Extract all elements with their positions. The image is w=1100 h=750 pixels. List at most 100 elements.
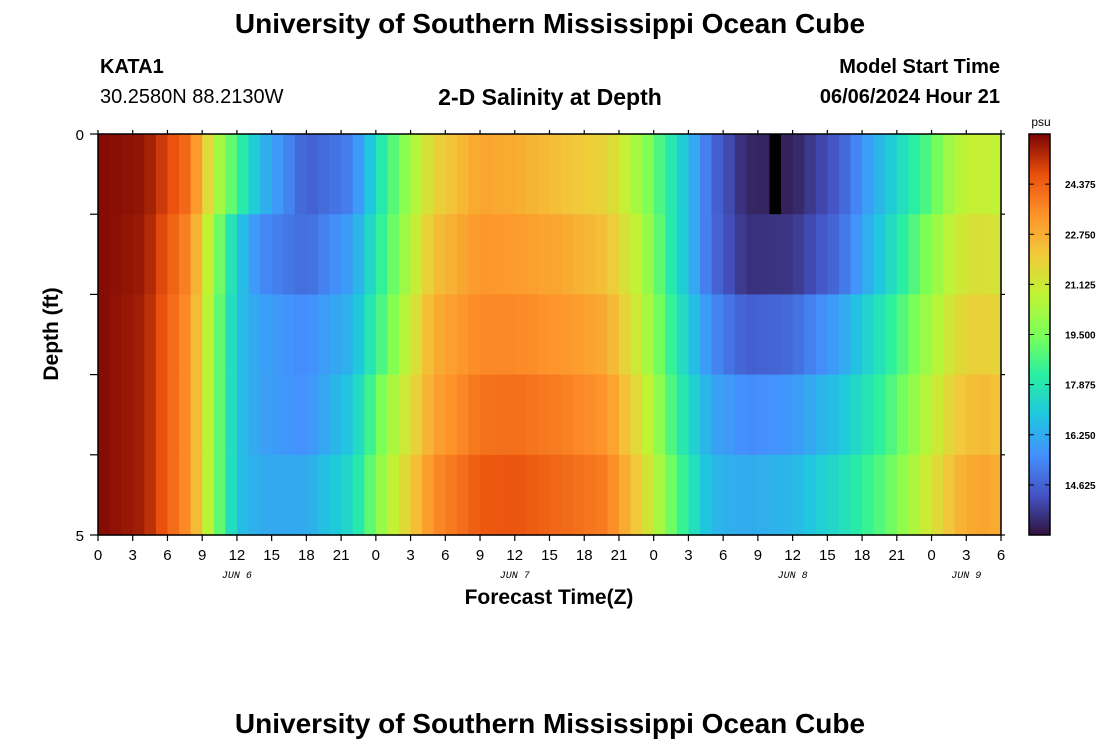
heatmap-cell — [931, 454, 944, 536]
heatmap-cell — [422, 294, 435, 376]
heatmap-cell — [271, 294, 284, 376]
heatmap-cell — [827, 374, 840, 456]
heatmap-cell — [341, 294, 354, 376]
heatmap-cell — [954, 214, 967, 295]
x-tick-label: 3 — [129, 547, 137, 564]
heatmap-cell — [746, 134, 759, 215]
heatmap-cell — [121, 134, 134, 215]
heatmap-cell — [688, 294, 701, 376]
heatmap-cell — [491, 214, 504, 295]
x-tick-label: 12 — [506, 547, 523, 564]
heatmap-cell — [815, 294, 828, 376]
heatmap-cell — [167, 294, 180, 376]
heatmap-cell — [769, 374, 782, 456]
heatmap-cell — [919, 454, 933, 536]
heatmap-cell — [491, 454, 504, 536]
heatmap-cell — [341, 374, 354, 456]
heatmap-cell — [236, 374, 250, 456]
heatmap-cell — [665, 294, 678, 376]
heatmap-cell — [572, 294, 585, 376]
heatmap-cell — [862, 294, 875, 376]
heatmap-cell — [202, 214, 215, 295]
heatmap-cell — [468, 214, 481, 295]
colorbar-tick-label: 17.875 — [1065, 381, 1096, 392]
heatmap-cell — [167, 374, 180, 456]
heatmap-cell — [804, 134, 817, 215]
heatmap-cell — [838, 294, 852, 376]
heatmap-cell — [213, 294, 226, 376]
heatmap-cell — [931, 374, 944, 456]
heatmap-cell — [445, 374, 458, 456]
heatmap-cell — [514, 134, 527, 215]
x-tick-label: 6 — [997, 547, 1005, 564]
heatmap-cell — [410, 454, 423, 536]
heatmap-cell — [503, 214, 516, 295]
heatmap-cell — [248, 374, 261, 456]
day-label: JUN 6 — [222, 571, 252, 582]
heatmap-cell — [723, 134, 736, 215]
y-axis-ticks: 05 — [76, 127, 1005, 545]
heatmap-cell — [711, 134, 724, 215]
model-start-value: 06/06/2024 Hour 21 — [819, 86, 1000, 108]
heatmap-cell — [317, 454, 331, 536]
heatmap-cell — [584, 134, 597, 215]
heatmap-cell — [804, 374, 817, 456]
heatmap-cell — [862, 454, 875, 536]
heatmap-cell — [155, 134, 169, 215]
heatmap-cell — [387, 454, 400, 536]
heatmap-cell — [236, 134, 250, 215]
heatmap-cell — [561, 134, 574, 215]
heatmap-cells — [98, 134, 1002, 536]
heatmap-cell — [306, 374, 319, 456]
station-id: KATA1 — [100, 56, 164, 78]
heatmap-cell — [526, 454, 539, 536]
heatmap-cell — [919, 374, 933, 456]
heatmap-cell — [723, 214, 736, 295]
heatmap-cell — [317, 134, 331, 215]
heatmap-cell — [896, 294, 909, 376]
heatmap-cell — [630, 374, 643, 456]
heatmap-cell — [260, 134, 273, 215]
heatmap-cell — [757, 214, 771, 295]
heatmap-cell — [387, 374, 400, 456]
heatmap-cell — [109, 294, 122, 376]
heatmap-cell — [873, 374, 886, 456]
x-tick-label: 12 — [784, 547, 801, 564]
heatmap-cell — [503, 454, 516, 536]
heatmap-cell — [711, 454, 724, 536]
heatmap-cell — [781, 294, 794, 376]
footer-title: University of Southern Mississippi Ocean… — [234, 708, 866, 739]
x-tick-label: 0 — [650, 547, 658, 564]
heatmap-cell — [213, 454, 226, 536]
heatmap-cell — [966, 134, 979, 215]
heatmap-cell — [919, 134, 933, 215]
heatmap-cell — [572, 454, 585, 536]
heatmap-cell — [642, 374, 655, 456]
heatmap-cell — [885, 374, 898, 456]
heatmap-cell — [491, 374, 504, 456]
heatmap-cell — [908, 214, 921, 295]
heatmap-cell — [236, 454, 250, 536]
heatmap-cell — [572, 134, 585, 215]
heatmap-cell — [144, 374, 157, 456]
heatmap-cell — [179, 374, 192, 456]
day-label: JUN 7 — [500, 571, 530, 582]
heatmap-cell — [618, 294, 632, 376]
heatmap-cell — [549, 454, 562, 536]
heatmap-cell — [468, 374, 481, 456]
heatmap-cell — [792, 294, 805, 376]
page-title: University of Southern Mississippi Ocean… — [234, 8, 866, 39]
heatmap-cell — [341, 214, 354, 295]
heatmap-cell — [630, 134, 643, 215]
x-tick-label: 15 — [263, 547, 280, 564]
heatmap-cell — [966, 454, 979, 536]
heatmap-cell — [190, 214, 203, 295]
heatmap-cell — [873, 214, 886, 295]
heatmap-cell — [433, 214, 446, 295]
heatmap-cell — [549, 294, 562, 376]
heatmap-cell — [815, 454, 828, 536]
heatmap-cell — [190, 454, 203, 536]
heatmap-cell — [456, 454, 470, 536]
x-tick-label: 0 — [372, 547, 380, 564]
day-labels: JUN 6 JUN 7 JUN 8 JUN 9 — [222, 571, 981, 582]
